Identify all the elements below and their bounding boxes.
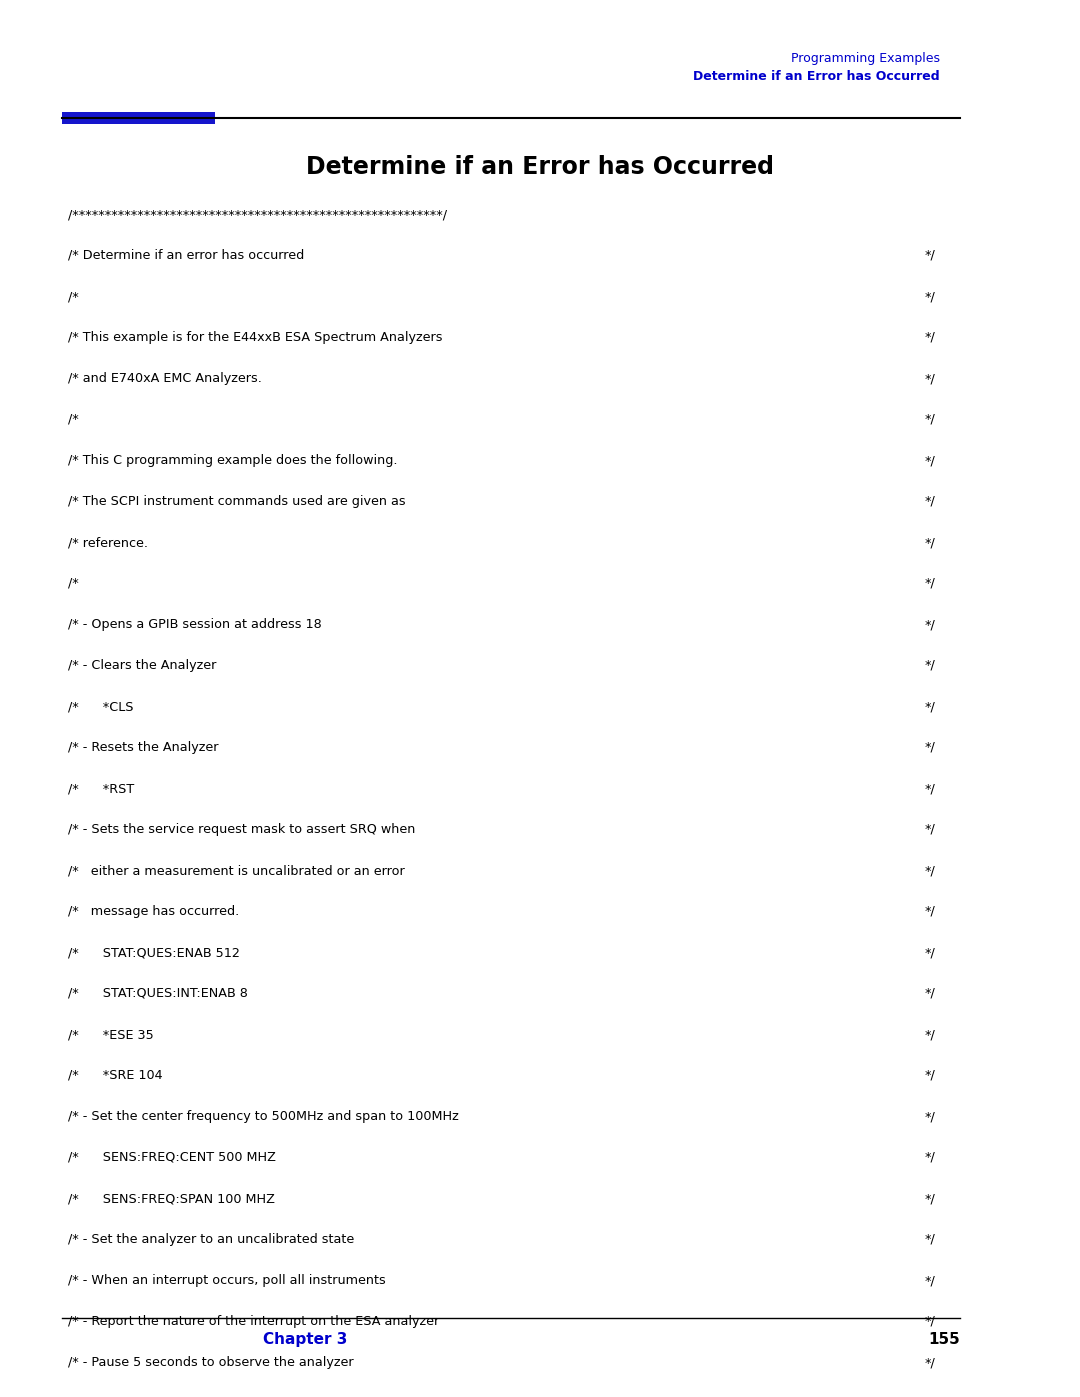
Text: Chapter 3: Chapter 3 [262, 1331, 347, 1347]
Text: */: */ [924, 331, 935, 344]
Text: /*: /* [68, 414, 79, 426]
Text: /* - Opens a GPIB session at address 18: /* - Opens a GPIB session at address 18 [68, 617, 322, 631]
Text: /*: /* [68, 577, 79, 590]
Text: */: */ [924, 1151, 935, 1164]
Text: /* - Resets the Analyzer: /* - Resets the Analyzer [68, 740, 218, 754]
Text: */: */ [924, 249, 935, 263]
Text: */: */ [924, 372, 935, 386]
Text: /*: /* [68, 291, 79, 303]
Text: /* - Set the center frequency to 500MHz and span to 100MHz: /* - Set the center frequency to 500MHz … [68, 1111, 459, 1123]
Text: /*      STAT:QUES:INT:ENAB 8: /* STAT:QUES:INT:ENAB 8 [68, 988, 248, 1000]
Text: */: */ [924, 1356, 935, 1369]
Bar [62, 112, 215, 124]
Text: /* - Clears the Analyzer: /* - Clears the Analyzer [68, 659, 216, 672]
Text: */: */ [924, 1069, 935, 1083]
Text: /* - Report the nature of the interrupt on the ESA analyzer: /* - Report the nature of the interrupt … [68, 1315, 440, 1329]
Text: */: */ [924, 1274, 935, 1287]
Text: Determine if an Error has Occurred: Determine if an Error has Occurred [693, 70, 940, 82]
Text: */: */ [924, 1234, 935, 1246]
Text: /*      *RST: /* *RST [68, 782, 134, 795]
Text: */: */ [924, 659, 935, 672]
Text: /* reference.: /* reference. [68, 536, 148, 549]
Text: */: */ [924, 291, 935, 303]
Text: Programming Examples: Programming Examples [791, 52, 940, 66]
Text: /* and E740xA EMC Analyzers.: /* and E740xA EMC Analyzers. [68, 372, 261, 386]
Text: Determine if an Error has Occurred: Determine if an Error has Occurred [306, 155, 774, 179]
Text: */: */ [924, 700, 935, 712]
Text: /*      SENS:FREQ:CENT 500 MHZ: /* SENS:FREQ:CENT 500 MHZ [68, 1151, 276, 1164]
Text: */: */ [924, 1315, 935, 1329]
Text: /*      *CLS: /* *CLS [68, 700, 134, 712]
Text: /*   message has occurred.: /* message has occurred. [68, 905, 240, 918]
Text: */: */ [924, 577, 935, 590]
Text: /* Determine if an error has occurred: /* Determine if an error has occurred [68, 249, 305, 263]
Text: /* - Set the analyzer to an uncalibrated state: /* - Set the analyzer to an uncalibrated… [68, 1234, 354, 1246]
Text: */: */ [924, 946, 935, 958]
Text: */: */ [924, 782, 935, 795]
Text: */: */ [924, 617, 935, 631]
Text: /*      *SRE 104: /* *SRE 104 [68, 1069, 163, 1083]
Text: /*      SENS:FREQ:SPAN 100 MHZ: /* SENS:FREQ:SPAN 100 MHZ [68, 1192, 275, 1206]
Text: */: */ [924, 740, 935, 754]
Text: */: */ [924, 454, 935, 467]
Text: */: */ [924, 536, 935, 549]
Text: /* - Pause 5 seconds to observe the analyzer: /* - Pause 5 seconds to observe the anal… [68, 1356, 353, 1369]
Text: /* This C programming example does the following.: /* This C programming example does the f… [68, 454, 397, 467]
Text: */: */ [924, 414, 935, 426]
Text: /* The SCPI instrument commands used are given as: /* The SCPI instrument commands used are… [68, 495, 406, 509]
Text: /*      *ESE 35: /* *ESE 35 [68, 1028, 153, 1041]
Text: /*   either a measurement is uncalibrated or an error: /* either a measurement is uncalibrated … [68, 863, 405, 877]
Text: */: */ [924, 988, 935, 1000]
Text: /* This example is for the E44xxB ESA Spectrum Analyzers: /* This example is for the E44xxB ESA Sp… [68, 331, 443, 344]
Text: /*********************************************************/: /***************************************… [68, 208, 447, 221]
Text: /* - Sets the service request mask to assert SRQ when: /* - Sets the service request mask to as… [68, 823, 416, 835]
Text: 155: 155 [928, 1331, 960, 1347]
Text: */: */ [924, 863, 935, 877]
Text: */: */ [924, 1192, 935, 1206]
Text: /* - When an interrupt occurs, poll all instruments: /* - When an interrupt occurs, poll all … [68, 1274, 386, 1287]
Text: */: */ [924, 495, 935, 509]
Text: */: */ [924, 823, 935, 835]
Text: */: */ [924, 1028, 935, 1041]
Text: /*      STAT:QUES:ENAB 512: /* STAT:QUES:ENAB 512 [68, 946, 240, 958]
Text: */: */ [924, 1111, 935, 1123]
Text: */: */ [924, 905, 935, 918]
